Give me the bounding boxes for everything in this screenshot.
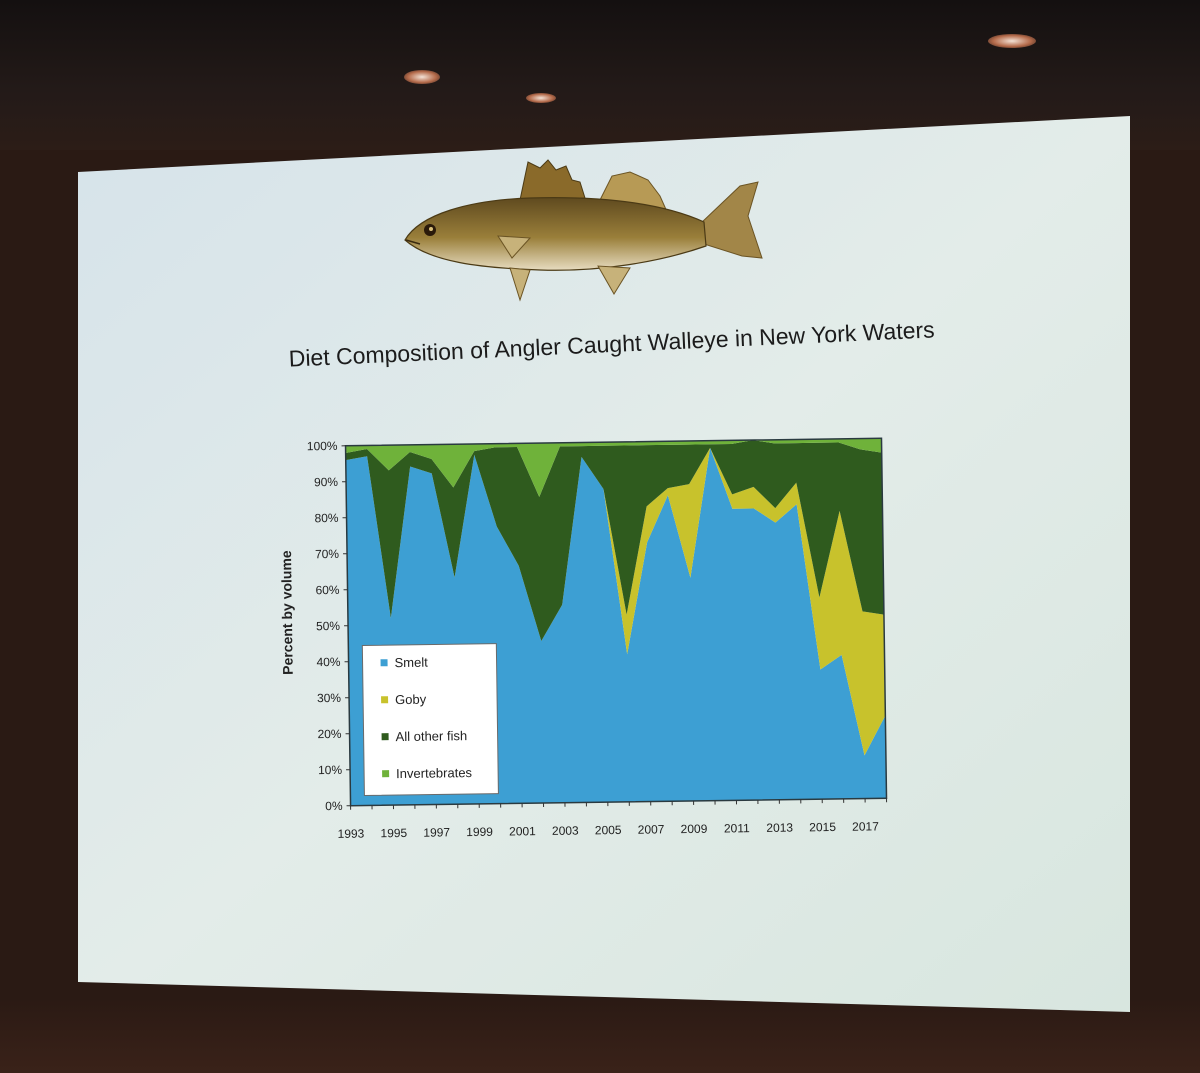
ceiling-light: [404, 70, 440, 84]
ceiling-light: [988, 34, 1036, 48]
y-tick-label: 10%: [318, 763, 343, 777]
y-tick-label: 80%: [314, 511, 339, 525]
legend-label: Goby: [395, 692, 427, 707]
x-tick-label: 1993: [338, 827, 365, 841]
x-tick-label: 2017: [852, 819, 879, 833]
y-tick-label: 70%: [315, 547, 340, 561]
y-tick-label: 50%: [316, 619, 341, 633]
x-tick-label: 2003: [552, 824, 579, 838]
y-axis-label: Percent by volume: [278, 550, 296, 675]
x-tick-label: 2005: [595, 823, 622, 837]
x-tick-label: 1999: [466, 825, 493, 839]
legend-swatch: [381, 733, 389, 741]
x-tick-label: 1995: [380, 826, 407, 840]
x-tick-label: 2013: [766, 821, 793, 835]
room-ceiling: [0, 0, 1200, 150]
y-tick-label: 40%: [316, 655, 341, 669]
y-tick-label: 90%: [314, 475, 339, 489]
walleye-fish-illustration: [404, 159, 763, 302]
legend-label: All other fish: [396, 728, 468, 744]
area-series-invertebrates: [345, 438, 882, 498]
x-tick-label: 2007: [638, 822, 665, 836]
y-tick-label: 60%: [315, 583, 340, 597]
x-tick-label: 2011: [724, 821, 750, 835]
x-axis-ticks: 1993 1995 1997 1999 2001 2003 2005 2007 2009 2011…: [338, 798, 888, 841]
legend-box: [361, 643, 499, 797]
y-tick-label: 0%: [325, 799, 343, 813]
legend-label: Smelt: [394, 655, 428, 670]
diet-composition-chart: 0%10%20%30%40%50%60%70%80%90%100% 1993 19…: [278, 437, 888, 841]
x-tick-label: 2001: [509, 824, 536, 838]
y-tick-label: 100%: [307, 439, 338, 453]
legend-label: Invertebrates: [396, 765, 473, 781]
y-axis-ticks: 0% 10% 20% 30% 40% 50% 60% 70% 80% 90% 100%: [307, 439, 351, 813]
area-series-all-other-fish: [345, 440, 884, 642]
x-tick-label: 2015: [809, 820, 836, 834]
legend-swatch: [381, 696, 389, 704]
chart-legend: Smelt Goby All other fish Invertebrates: [361, 643, 499, 797]
x-tick-label: 1997: [423, 825, 450, 839]
ceiling-light: [526, 93, 556, 103]
x-tick-label: 2009: [681, 822, 708, 836]
y-tick-label: 30%: [317, 691, 342, 705]
room-floor: [0, 1000, 1200, 1073]
y-tick-label: 20%: [317, 727, 342, 741]
legend-swatch: [380, 659, 388, 667]
legend-swatch: [382, 770, 390, 778]
